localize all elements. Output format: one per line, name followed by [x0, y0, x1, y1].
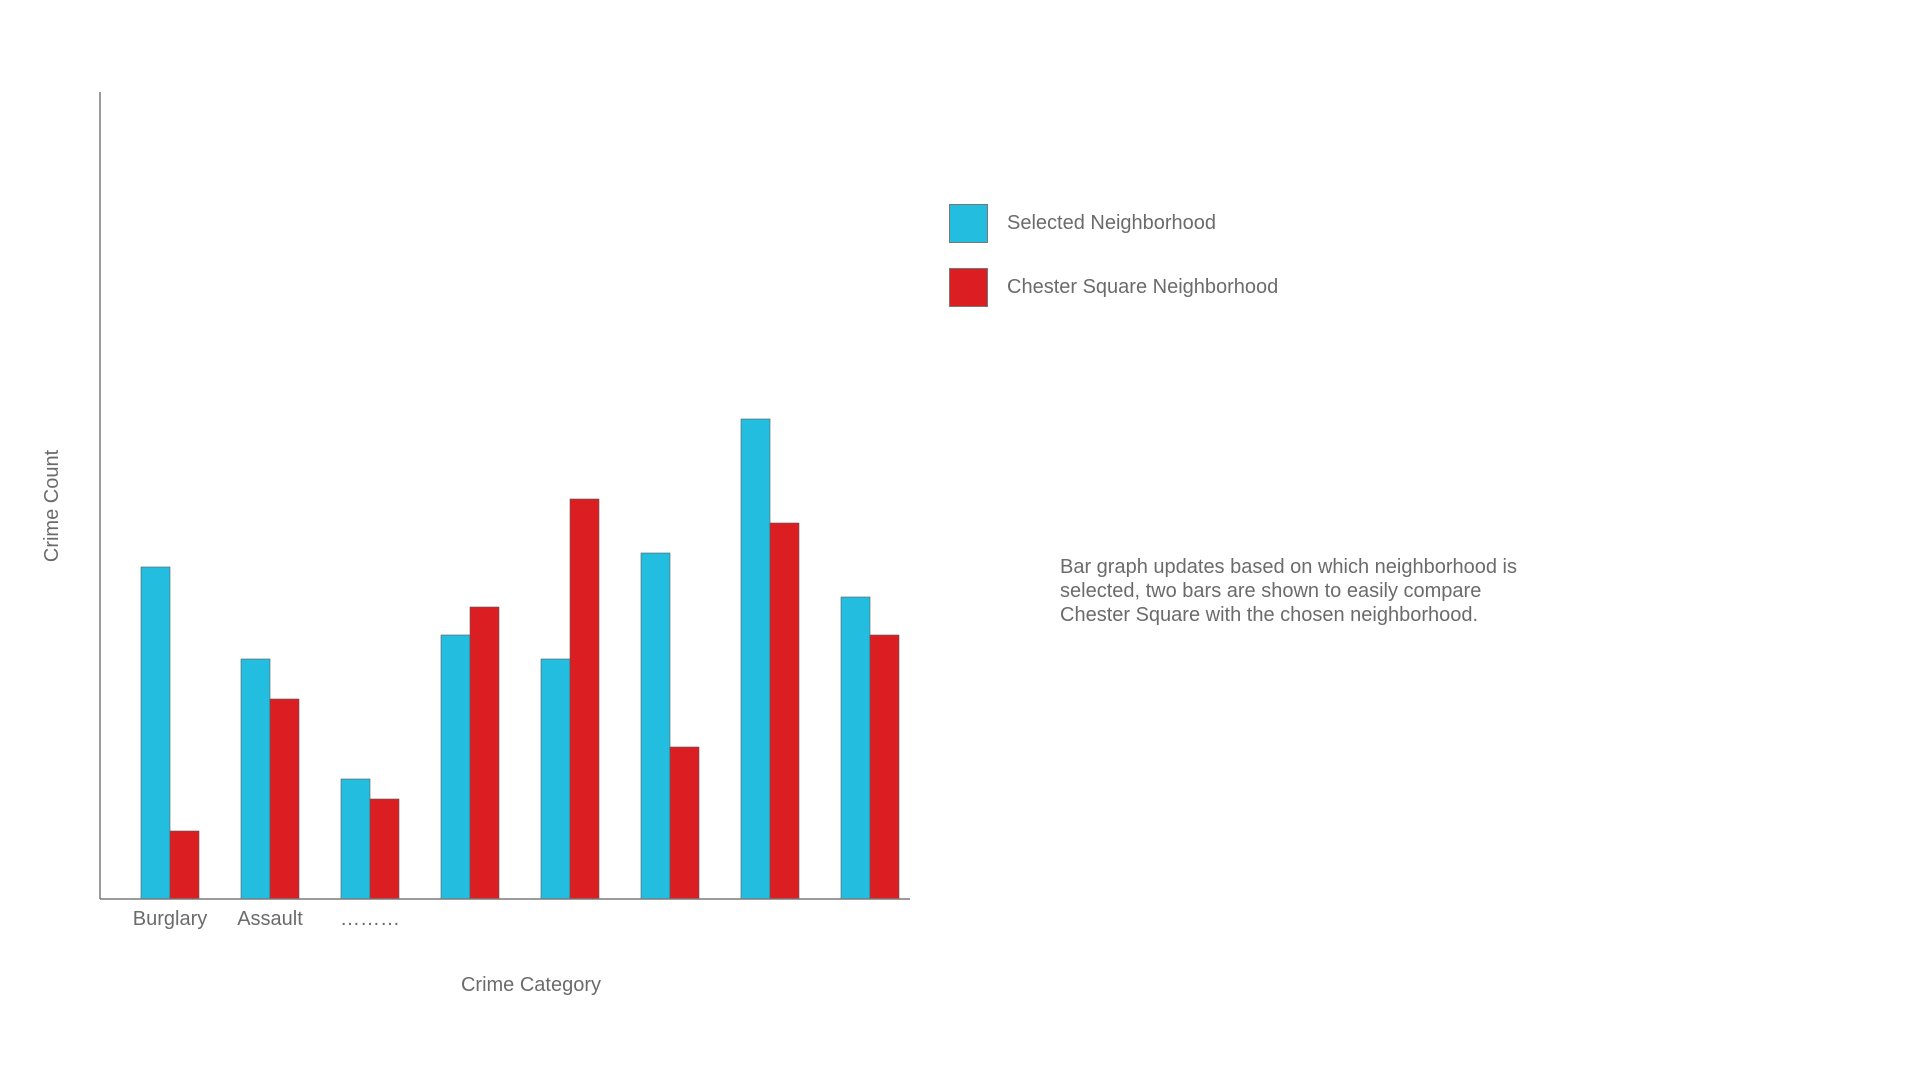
- x-tick-label-1: Burglary: [133, 908, 207, 930]
- bars-group: [140, 418, 900, 900]
- bar-selected-8: [840, 596, 871, 900]
- bar-selected-2: [240, 658, 271, 900]
- bar-chester-7: [769, 522, 800, 900]
- bar-selected-7: [740, 418, 771, 900]
- y-axis-title: Crime Count: [41, 449, 63, 562]
- legend: Selected Neighborhood Chester Square Nei…: [949, 203, 1278, 331]
- bar-chester-3: [369, 798, 400, 900]
- legend-swatch-selected: [949, 203, 988, 243]
- bar-selected-4: [440, 634, 471, 900]
- x-tick-label-2: Assault: [237, 908, 303, 930]
- bar-chester-4: [469, 606, 500, 900]
- legend-label-chester: Chester Square Neighborhood: [1007, 275, 1279, 298]
- x-tick-labels: Burglary Assault ………: [133, 908, 400, 930]
- legend-swatch-chester: [949, 267, 988, 307]
- bar-selected-5: [540, 658, 571, 900]
- legend-item-chester-square: Chester Square Neighborhood: [949, 267, 1278, 307]
- legend-label-selected: Selected Neighborhood: [1007, 211, 1217, 234]
- chart-note: Bar graph updates based on which neighbo…: [1060, 556, 1517, 626]
- bar-selected-6: [640, 552, 671, 900]
- bar-selected-3: [340, 778, 371, 900]
- bar-chester-2: [269, 698, 300, 900]
- bar-chester-1: [169, 830, 200, 900]
- bar-selected-1: [140, 566, 171, 900]
- x-axis-title: Crime Category: [461, 974, 601, 996]
- legend-item-selected-neighborhood: Selected Neighborhood: [949, 203, 1278, 243]
- bar-chester-6: [669, 746, 700, 900]
- bar-chester-5: [569, 498, 600, 900]
- bar-chester-8: [869, 634, 900, 900]
- x-tick-label-3: ………: [340, 908, 400, 930]
